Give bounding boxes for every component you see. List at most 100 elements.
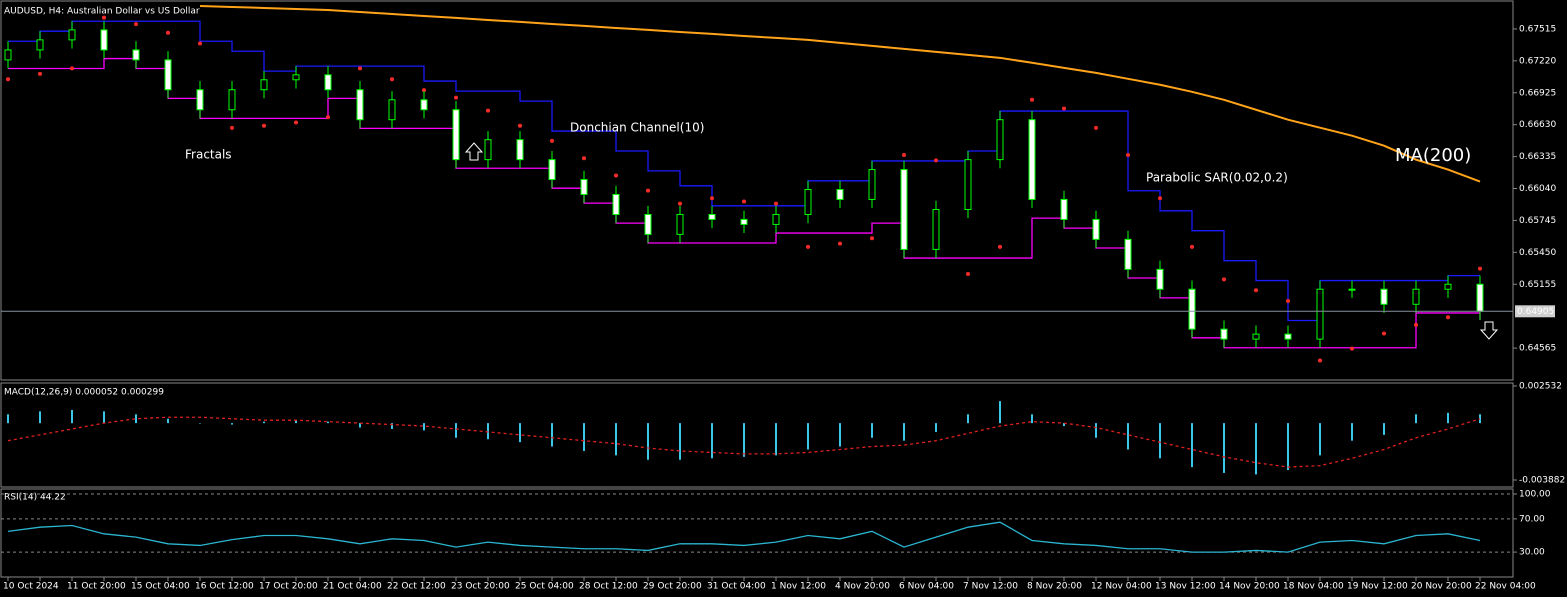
macd-bar	[551, 423, 553, 447]
current-price-label: 0.64905	[1517, 307, 1554, 317]
series-label: MA(200)	[1395, 145, 1471, 166]
y-tick-label: 0.67515	[1519, 24, 1556, 34]
sar-dot	[1446, 315, 1450, 320]
macd-bar	[679, 423, 681, 460]
sar-dot	[902, 152, 906, 157]
sar-dot	[1062, 106, 1066, 111]
macd-bar	[1095, 423, 1097, 438]
x-tick-label: 8 Nov 20:00	[1027, 582, 1082, 592]
macd-bar	[775, 423, 777, 456]
sar-dot	[966, 271, 970, 276]
macd-bar	[135, 414, 137, 424]
y-tick-label: -0.003882	[1519, 476, 1565, 486]
sar-dot	[422, 88, 426, 93]
sar-dot	[230, 125, 234, 130]
y-tick-label: 0.66925	[1519, 88, 1556, 98]
sar-dot	[326, 115, 330, 120]
indicator-line	[7, 416, 1481, 468]
x-tick-label: 4 Nov 20:00	[835, 582, 890, 592]
candle-body	[804, 188, 812, 215]
x-tick-label: 7 Nov 12:00	[963, 582, 1018, 592]
sar-dot	[678, 201, 682, 206]
macd-bar	[711, 423, 713, 459]
macd-panel	[0, 382, 1514, 488]
sar-dot	[1382, 331, 1386, 336]
candle-body	[932, 208, 940, 250]
sar-dot	[6, 77, 10, 82]
sar-dot	[518, 123, 522, 128]
x-tick-label: 11 Oct 20:00	[67, 582, 126, 592]
sar-dot	[262, 123, 266, 128]
panel-title: AUDUSD, H4: Australian Dollar vs US Doll…	[4, 7, 200, 17]
y-tick-label: 0.67220	[1519, 56, 1556, 66]
macd-bar	[391, 423, 393, 429]
x-tick-label: 22 Oct 12:00	[387, 582, 446, 592]
sell-arrow	[1479, 321, 1499, 340]
candle-body	[1252, 333, 1260, 340]
candle-body	[1124, 238, 1132, 270]
macd-bar	[167, 418, 169, 424]
y-tick-label: 0.65155	[1519, 280, 1556, 290]
candle-body	[1316, 288, 1324, 340]
candle-body	[196, 89, 204, 111]
sar-dot	[1222, 277, 1226, 282]
candle-body	[900, 169, 908, 250]
macd-bar	[519, 423, 521, 443]
macd-bar	[103, 411, 105, 424]
y-tick-label: 30.00	[1519, 548, 1545, 558]
sar-dot	[1286, 299, 1290, 304]
sar-dot	[166, 30, 170, 35]
sar-dot	[1478, 266, 1482, 271]
macd-bar	[1415, 414, 1417, 424]
macd-bar	[1383, 423, 1385, 435]
x-tick-label: 1 Nov 12:00	[771, 582, 826, 592]
sar-dot	[774, 201, 778, 206]
sar-dot	[582, 156, 586, 161]
rsi-panel	[0, 488, 1514, 578]
sar-dot	[70, 66, 74, 71]
macd-bar	[1447, 412, 1449, 424]
candle-body	[676, 213, 684, 235]
x-tick-label: 10 Oct 2024	[3, 582, 59, 592]
macd-bar	[999, 401, 1001, 424]
candle-body	[356, 89, 364, 121]
x-tick-label: 19 Nov 12:00	[1347, 582, 1408, 592]
sar-dot	[870, 236, 874, 241]
indicator-line	[8, 20, 1480, 322]
macd-bar	[199, 423, 201, 424]
macd-bar	[743, 423, 745, 457]
macd-bar	[1127, 423, 1129, 450]
macd-bar	[231, 423, 233, 425]
sar-dot	[390, 77, 394, 82]
sar-dot	[1254, 288, 1258, 293]
macd-bar	[295, 420, 297, 424]
candle-body	[388, 99, 396, 121]
x-tick-label: 6 Nov 04:00	[899, 582, 954, 592]
x-tick-label: 16 Oct 12:00	[195, 582, 254, 592]
panel-title: RSI(14) 44.22	[4, 493, 66, 503]
macd-bar	[423, 423, 425, 431]
y-tick-label: 0.002532	[1519, 382, 1562, 392]
candle-body	[516, 139, 524, 161]
x-tick-label: 13 Nov 12:00	[1155, 582, 1216, 592]
x-tick-label: 29 Oct 20:00	[643, 582, 702, 592]
indicator-line	[7, 521, 1481, 553]
y-tick-label: 0.65450	[1519, 248, 1556, 258]
sar-dot	[358, 66, 362, 71]
candle-body	[1188, 288, 1196, 330]
macd-bar	[71, 409, 73, 424]
candle-body	[164, 59, 172, 91]
x-tick-label: 28 Oct 12:00	[579, 582, 638, 592]
candle-body	[452, 109, 460, 161]
macd-bar	[1063, 423, 1065, 427]
sar-dot	[1126, 152, 1130, 157]
macd-bar	[871, 423, 873, 438]
x-tick-label: 22 Nov 04:00	[1475, 582, 1536, 592]
macd-bar	[263, 421, 265, 424]
candle-body	[708, 213, 716, 220]
sar-dot	[838, 241, 842, 246]
y-tick-label: 100.00	[1519, 489, 1551, 499]
candle-body	[1284, 333, 1292, 340]
candle-body	[1348, 288, 1356, 291]
price-panel	[0, 0, 1514, 381]
